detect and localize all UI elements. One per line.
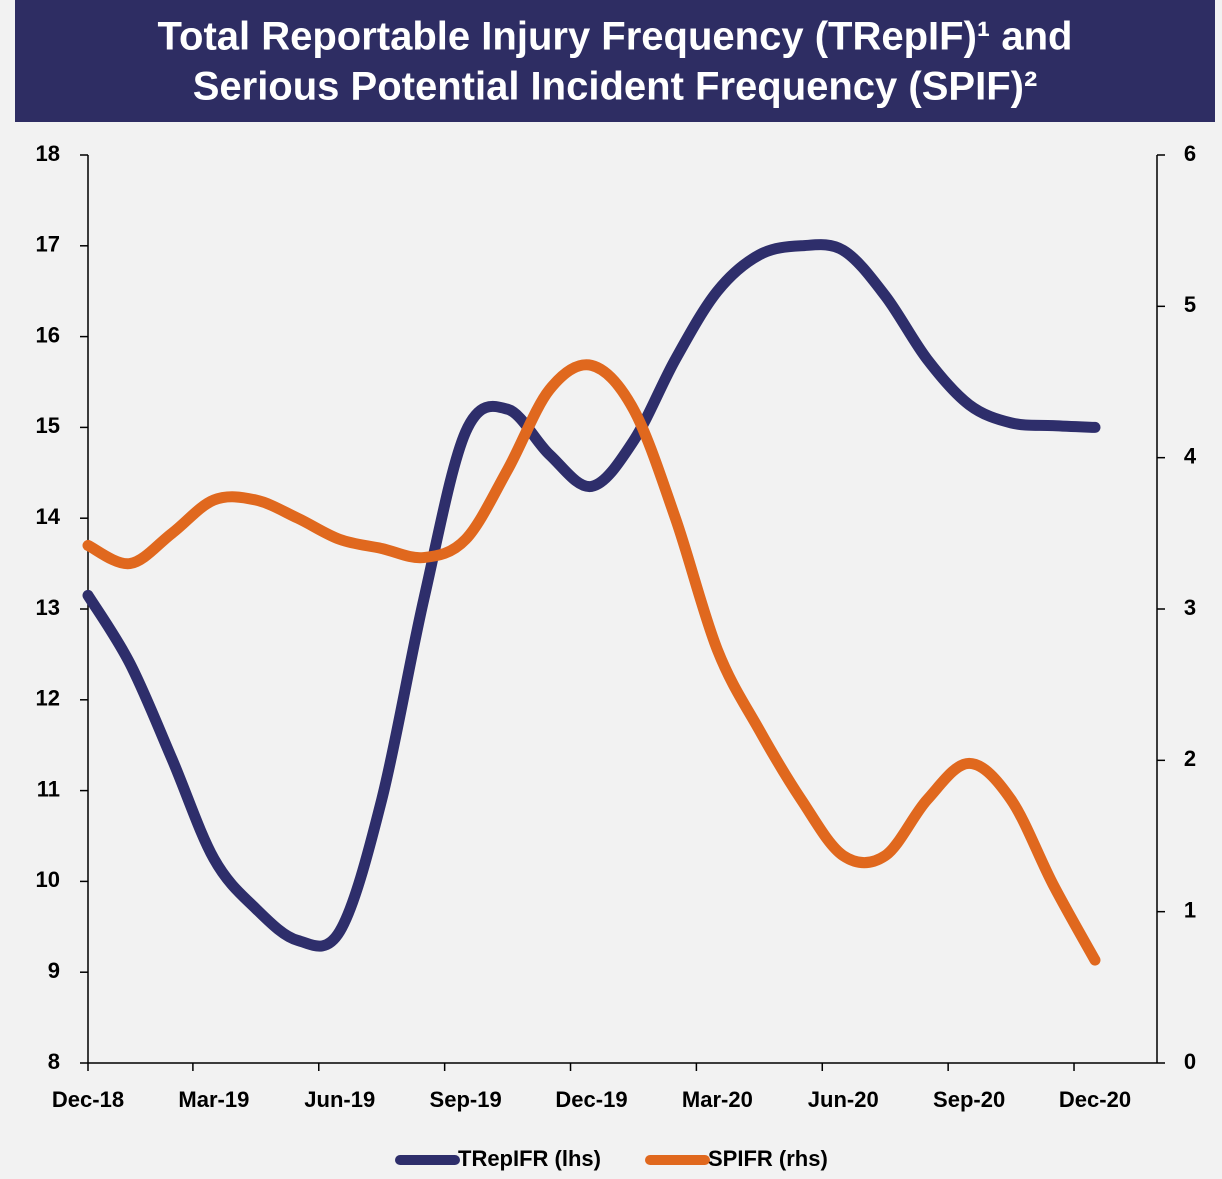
legend-label: SPIFR (rhs) (708, 1146, 828, 1171)
y2-tick-label: 6 (1184, 141, 1196, 166)
x-tick-label: Mar-19 (178, 1087, 249, 1112)
y2-tick-label: 1 (1184, 897, 1196, 922)
y-tick-label: 8 (48, 1049, 60, 1074)
y2-tick-label: 4 (1184, 443, 1197, 468)
y-tick-label: 13 (36, 595, 60, 620)
x-tick-label: Dec-19 (555, 1087, 627, 1112)
chart-title: Total Reportable Injury Frequency (TRepI… (158, 15, 1073, 59)
y-tick-label: 12 (36, 686, 60, 711)
y-tick-label: 18 (36, 141, 60, 166)
y-tick-label: 15 (36, 413, 60, 438)
x-tick-label: Dec-20 (1059, 1087, 1131, 1112)
y-tick-label: 10 (36, 867, 60, 892)
y-tick-label: 11 (37, 776, 60, 801)
x-tick-label: Sep-19 (430, 1087, 502, 1112)
y2-tick-label: 2 (1184, 746, 1196, 771)
y2-tick-label: 5 (1184, 292, 1196, 317)
x-tick-label: Jun-19 (304, 1087, 375, 1112)
y-tick-label: 16 (36, 322, 60, 347)
y2-tick-label: 0 (1184, 1049, 1196, 1074)
line-series (82, 239, 1101, 952)
line-series (82, 359, 1101, 966)
legend-label: TRepIFR (lhs) (458, 1146, 601, 1171)
x-tick-label: Jun-20 (808, 1087, 879, 1112)
x-tick-label: Dec-18 (52, 1087, 124, 1112)
x-tick-label: Sep-20 (933, 1087, 1005, 1112)
title-bar (15, 0, 1215, 122)
y2-tick-label: 3 (1184, 595, 1196, 620)
y-tick-label: 14 (36, 504, 61, 529)
y-tick-label: 9 (48, 958, 60, 983)
x-tick-label: Mar-20 (682, 1087, 753, 1112)
y-tick-label: 17 (36, 232, 60, 257)
chart-title: Serious Potential Incident Frequency (SP… (193, 65, 1038, 109)
